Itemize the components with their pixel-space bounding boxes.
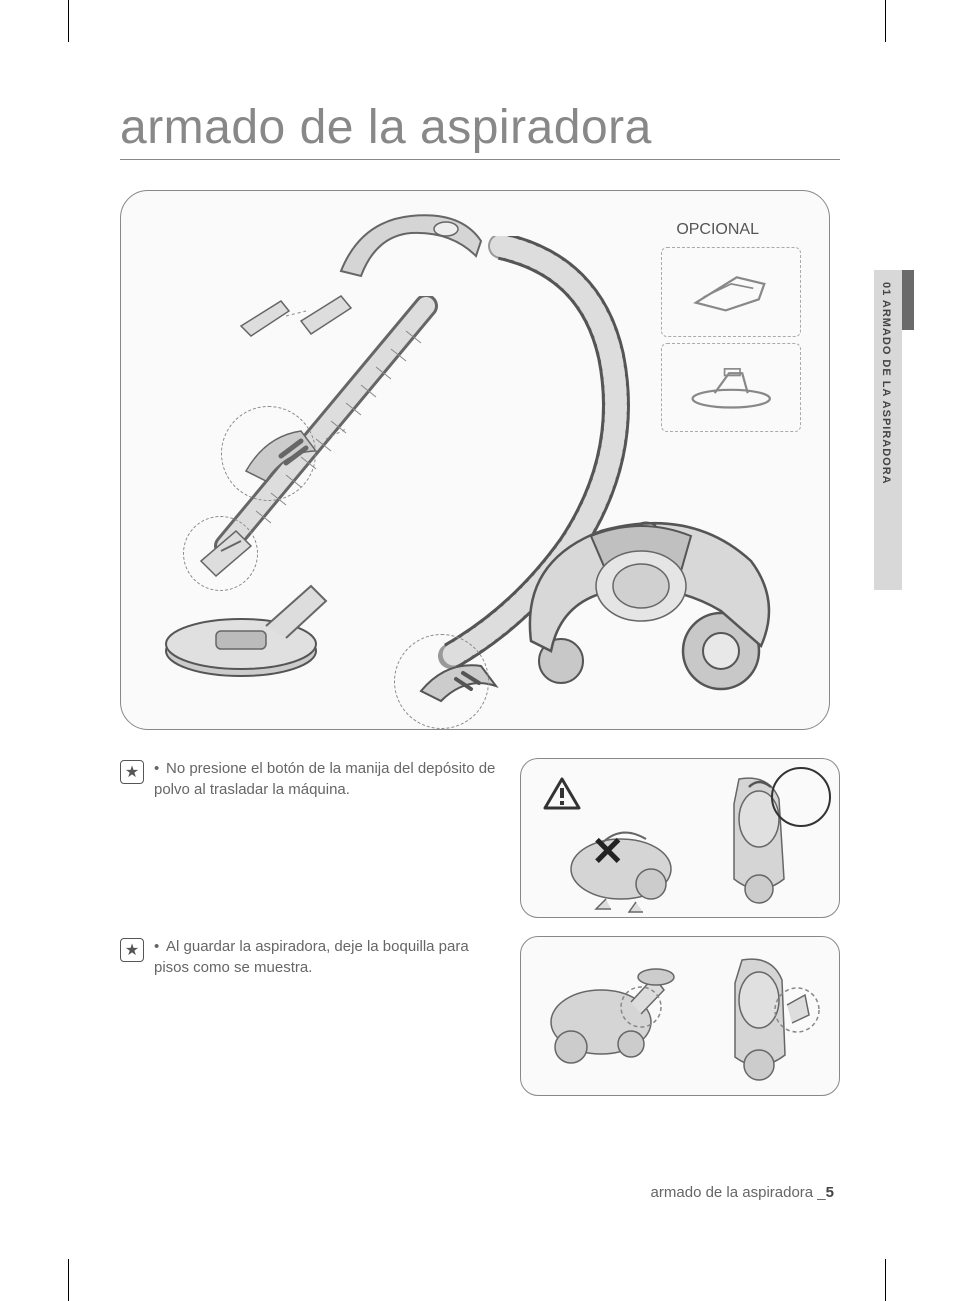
note-text: •Al guardar la aspiradora, deje la boqui… bbox=[154, 936, 500, 978]
storage-horizontal-illustration bbox=[536, 952, 676, 1082]
crop-mark bbox=[885, 1259, 886, 1301]
star-icon: ★ bbox=[120, 938, 144, 962]
floor-brush-illustration bbox=[156, 566, 346, 686]
page-title: armado de la aspiradora bbox=[120, 100, 840, 160]
detail-circle bbox=[221, 406, 316, 501]
page-footer: armado de la aspiradora _5 bbox=[651, 1184, 834, 1201]
vacuum-body-illustration bbox=[491, 501, 791, 691]
storage-vertical-illustration bbox=[697, 945, 827, 1090]
crop-mark bbox=[885, 0, 886, 42]
detail-circle bbox=[394, 634, 489, 729]
note-text: •No presione el botón de la manija del d… bbox=[154, 758, 500, 800]
crop-mark bbox=[68, 0, 69, 42]
optional-label: OPCIONAL bbox=[676, 221, 759, 239]
optional-accessories-box bbox=[661, 247, 801, 432]
storage-diagram bbox=[520, 936, 840, 1096]
highlight-circle bbox=[771, 767, 831, 827]
assembly-diagram: OPCIONAL bbox=[120, 190, 830, 730]
star-icon: ★ bbox=[120, 760, 144, 784]
optional-accessory-1 bbox=[661, 247, 801, 337]
section-tab-label: 01 ARMADO DE LA ASPIRADORA bbox=[880, 282, 892, 485]
optional-accessory-2 bbox=[661, 343, 801, 433]
crop-mark bbox=[68, 1259, 69, 1301]
x-mark-icon: ✕ bbox=[591, 829, 625, 875]
warning-diagram: ✕ bbox=[520, 758, 840, 918]
section-tab: 01 ARMADO DE LA ASPIRADORA bbox=[874, 270, 914, 590]
page-number: 5 bbox=[826, 1184, 834, 1201]
